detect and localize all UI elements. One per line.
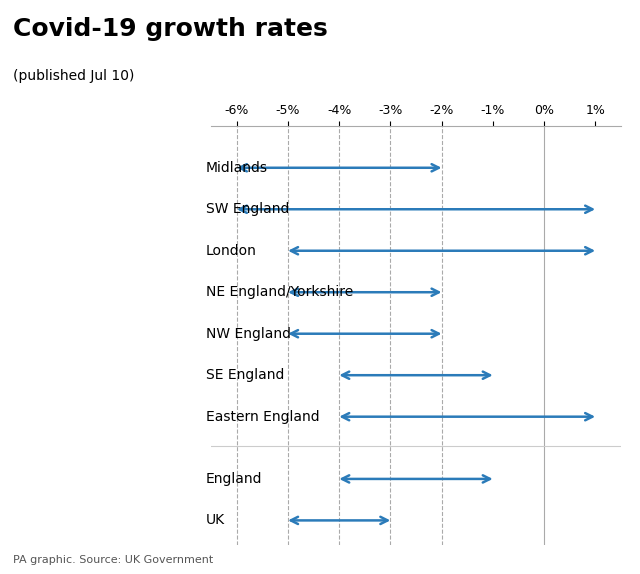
Text: SW England: SW England <box>206 202 289 216</box>
Text: Covid-19 growth rates: Covid-19 growth rates <box>13 17 328 41</box>
Text: England: England <box>206 472 262 486</box>
Text: PA graphic. Source: UK Government: PA graphic. Source: UK Government <box>13 556 213 565</box>
Text: (published Jul 10): (published Jul 10) <box>13 69 134 83</box>
Text: London: London <box>206 244 257 258</box>
Text: UK: UK <box>206 513 225 528</box>
Text: SE England: SE England <box>206 368 284 382</box>
Text: Eastern England: Eastern England <box>206 410 320 424</box>
Text: NE England/Yorkshire: NE England/Yorkshire <box>206 285 353 299</box>
Text: NW England: NW England <box>206 327 291 341</box>
Text: Midlands: Midlands <box>206 161 268 174</box>
